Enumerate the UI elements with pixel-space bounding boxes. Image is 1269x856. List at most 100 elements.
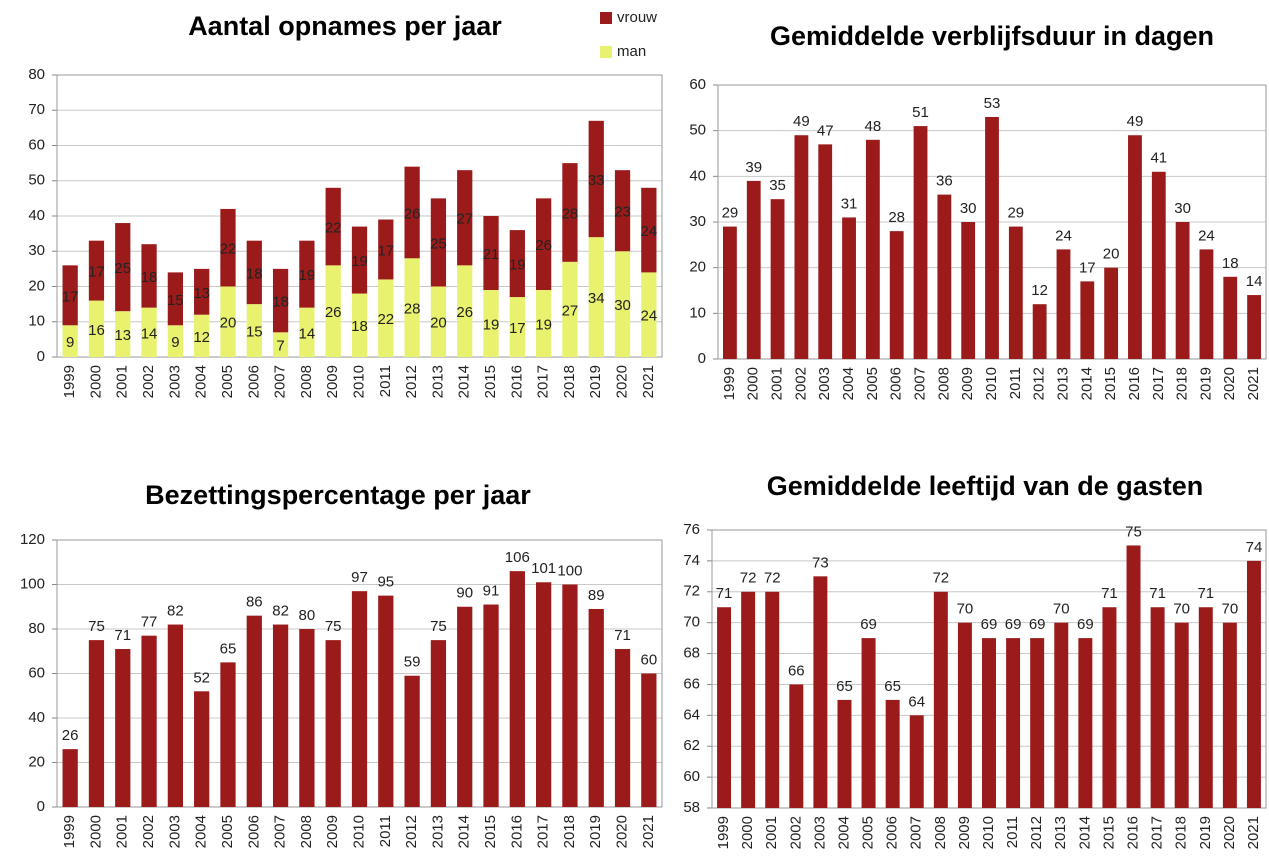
x-tick-label: 2008 <box>298 365 315 398</box>
bar <box>1008 226 1023 359</box>
data-label: 29 <box>722 205 739 222</box>
x-tick-label: 2011 <box>377 815 394 847</box>
bar <box>789 684 804 808</box>
bar-segment <box>483 216 499 291</box>
chart: Gemiddelde verblijfsduur in dagen 0 10 20 30… <box>689 21 1267 400</box>
y-tick-label: 0 <box>37 348 45 365</box>
data-label: 72 <box>740 570 757 587</box>
data-label: 27 <box>456 211 473 228</box>
x-tick-label: 2003 <box>811 816 828 849</box>
bar-segment <box>194 314 210 357</box>
bar <box>351 591 368 807</box>
data-label: 28 <box>562 205 579 222</box>
data-label: 53 <box>984 95 1001 112</box>
data-label: 22 <box>325 220 342 237</box>
bar-segment <box>457 170 473 266</box>
data-label: 22 <box>220 241 237 258</box>
bar <box>588 608 604 807</box>
x-tick-label: 2019 <box>587 815 604 848</box>
x-tick-label: 2013 <box>1054 367 1071 400</box>
bar <box>1128 135 1142 359</box>
data-label: 26 <box>535 237 552 254</box>
data-label: 91 <box>483 582 500 599</box>
x-tick-label: 2020 <box>1221 816 1238 849</box>
x-tick-label: 2003 <box>166 815 183 848</box>
x-tick-label: 2004 <box>835 816 852 849</box>
y-tick-label: 40 <box>28 207 45 224</box>
x-tick-label: 2010 <box>350 815 367 848</box>
data-label: 9 <box>171 334 179 351</box>
data-label: 20 <box>1103 246 1120 263</box>
y-tick-label: 20 <box>28 277 45 294</box>
x-tick-label: 2011 <box>377 365 394 397</box>
bar <box>1078 638 1093 808</box>
data-label: 17 <box>377 242 394 259</box>
x-tick-label: 2015 <box>1102 367 1119 400</box>
y-tick-label: 0 <box>37 798 45 815</box>
data-label: 71 <box>716 585 733 602</box>
bar-segment <box>614 251 631 357</box>
bar-segment <box>536 290 552 357</box>
bar <box>909 715 924 808</box>
x-tick-label: 2002 <box>140 815 157 848</box>
y-tick-label: 76 <box>683 521 700 538</box>
bar <box>913 126 928 359</box>
bar <box>1150 607 1165 808</box>
bar <box>741 591 756 808</box>
bar <box>861 638 876 808</box>
bar-segment <box>325 265 341 357</box>
x-tick-label: 2010 <box>980 816 997 849</box>
data-label: 39 <box>745 159 762 176</box>
bar <box>842 217 856 359</box>
x-tick-label: 2001 <box>769 367 786 400</box>
data-label: 19 <box>535 316 552 333</box>
x-tick-label: 1999 <box>715 816 732 849</box>
y-tick-label: 40 <box>689 167 706 184</box>
bar-segment <box>536 198 552 291</box>
bar <box>1102 607 1117 808</box>
bar-segment <box>430 198 447 287</box>
data-label: 22 <box>377 311 394 328</box>
data-label: 9 <box>66 334 74 351</box>
data-label: 18 <box>351 318 368 335</box>
y-tick-label: 60 <box>689 76 706 93</box>
bar <box>1151 171 1166 359</box>
bar <box>746 180 761 359</box>
data-label: 17 <box>509 320 526 337</box>
bar <box>937 194 952 359</box>
y-tick-label: 80 <box>28 66 45 83</box>
chart: Gemiddelde leeftijd van de gasten 58 60 62 6… <box>683 471 1267 849</box>
bar-segment <box>167 325 183 357</box>
x-tick-label: 2018 <box>1173 816 1190 849</box>
bar-segment <box>588 237 604 357</box>
bar <box>378 595 394 807</box>
x-tick-label: 2004 <box>840 367 857 400</box>
bar <box>1198 607 1213 808</box>
x-tick-label: 2015 <box>482 365 499 398</box>
data-label: 47 <box>817 122 834 139</box>
data-label: 75 <box>430 618 447 635</box>
bar <box>1104 267 1119 359</box>
bar <box>641 673 657 807</box>
data-label: 70 <box>1053 601 1070 618</box>
bar-segment <box>325 187 341 266</box>
bar <box>1080 281 1095 359</box>
x-tick-label: 2019 <box>587 365 604 398</box>
data-label: 17 <box>1079 259 1096 276</box>
data-label: 12 <box>193 329 210 346</box>
data-label: 70 <box>1173 601 1190 618</box>
data-label: 69 <box>860 616 877 633</box>
x-tick-label: 2013 <box>429 365 446 398</box>
bar-segment <box>299 240 315 308</box>
bar <box>1056 249 1071 359</box>
data-label: 17 <box>62 288 79 305</box>
data-label: 18 <box>1222 255 1239 272</box>
bar <box>982 638 996 808</box>
x-tick-label: 2013 <box>1052 816 1069 849</box>
bar <box>957 622 972 808</box>
x-tick-label: 2011 <box>1004 816 1021 848</box>
data-label: 14 <box>141 325 158 342</box>
x-tick-label: 2009 <box>956 816 973 849</box>
y-tick-label: 30 <box>28 242 45 259</box>
bar <box>1222 622 1237 808</box>
